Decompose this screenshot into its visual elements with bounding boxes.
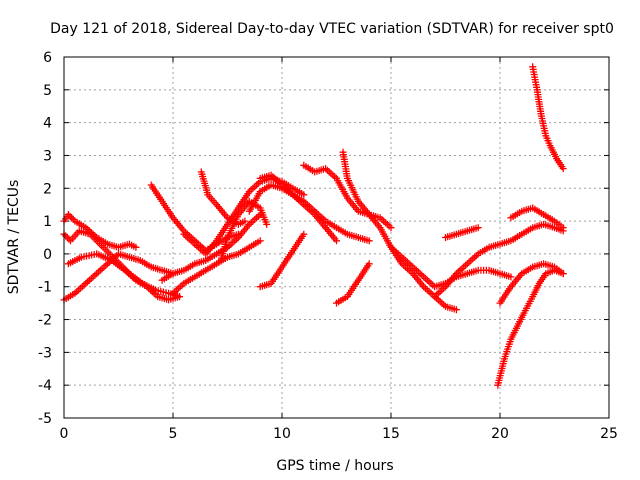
data-points <box>60 63 567 389</box>
y-tick-label: -2 <box>38 313 52 329</box>
data-point-marker <box>422 284 429 292</box>
x-tick-label: 15 <box>382 426 400 442</box>
data-point-marker <box>63 234 71 241</box>
data-point-marker <box>300 230 308 238</box>
data-point-marker <box>241 217 249 225</box>
y-tick-label: -5 <box>38 411 52 427</box>
data-point-marker <box>68 214 76 222</box>
data-point-marker <box>62 232 70 240</box>
data-point-marker <box>263 220 271 228</box>
data-point-marker <box>365 237 373 245</box>
y-tick-label: 0 <box>43 247 52 263</box>
data-point-marker <box>474 224 482 232</box>
data-point-marker <box>66 212 74 220</box>
y-tick-label: 5 <box>43 83 52 99</box>
data-point-marker <box>407 268 415 276</box>
data-point-marker <box>559 224 567 232</box>
data-point-marker <box>300 191 308 199</box>
data-point-marker <box>176 293 183 301</box>
chart-title: Day 121 of 2018, Sidereal Day-to-day VTE… <box>50 21 614 37</box>
data-point-marker <box>407 261 415 269</box>
data-point-marker <box>462 261 469 269</box>
data-point-marker <box>333 237 340 245</box>
plot-frame <box>63 56 610 419</box>
data-point-marker <box>365 260 373 268</box>
y-tick-label: 6 <box>43 50 52 66</box>
y-tick-label: 2 <box>43 181 52 197</box>
y-tick-label: -4 <box>38 378 52 394</box>
data-point-marker <box>256 237 264 245</box>
x-tick-label: 0 <box>60 426 69 442</box>
y-tick-label: -1 <box>38 280 52 296</box>
y-tick-label: 3 <box>43 148 52 164</box>
x-axis-label: GPS time / hours <box>276 458 393 474</box>
data-point-marker <box>559 270 567 278</box>
data-point-marker <box>507 273 515 281</box>
y-tick-label: -3 <box>38 345 52 361</box>
x-tick-label: 25 <box>600 426 618 442</box>
x-tick-label: 20 <box>491 426 509 442</box>
data-point-marker <box>452 306 460 314</box>
y-tick-label: 4 <box>43 116 52 132</box>
x-tick-label: 5 <box>169 426 178 442</box>
axis-ticks: 0 5 10 15 20 25 -5 -4 -3 -2 -1 0 1 2 3 4 5 6 <box>38 50 618 442</box>
data-point-marker <box>422 275 429 282</box>
data-point-marker <box>132 243 140 251</box>
x-tick-label: 10 <box>273 426 291 442</box>
data-point-marker <box>387 224 395 232</box>
y-tick-label: 1 <box>43 214 52 230</box>
data-point-marker <box>559 165 567 173</box>
y-axis-label: SDTVAR / TECUs <box>6 180 22 295</box>
